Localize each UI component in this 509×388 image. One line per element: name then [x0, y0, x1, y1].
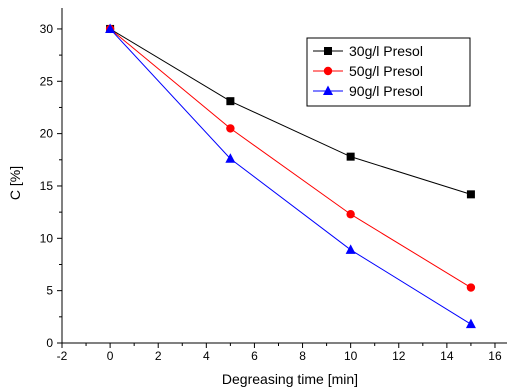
x-tick-label: 6 — [251, 349, 258, 363]
legend: 30g/l Presol 50g/l Presol 90g/l Presol — [306, 37, 471, 107]
y-tick-label: 0 — [46, 336, 53, 350]
data-point — [225, 153, 236, 163]
y-axis: 0 5 10 15 20 25 30 — [40, 22, 62, 350]
series-layer — [105, 23, 476, 329]
y-tick-label: 30 — [40, 22, 54, 36]
y-axis-title: C [%] — [7, 166, 23, 200]
data-point — [466, 190, 475, 199]
series-3 — [105, 23, 476, 329]
data-point — [226, 124, 235, 133]
y-tick-label: 15 — [40, 179, 54, 193]
x-tick-label: -2 — [57, 349, 68, 363]
legend-item: 30g/l Presol — [313, 43, 423, 59]
x-tick-label: 0 — [107, 349, 114, 363]
y-tick-label: 5 — [46, 284, 53, 298]
legend-label: 30g/l Presol — [349, 43, 423, 59]
data-point — [466, 283, 476, 292]
data-point — [465, 318, 476, 329]
legend-marker — [324, 47, 332, 55]
x-axis-title: Degreasing time [min] — [222, 371, 358, 387]
series-line — [109, 28, 472, 325]
data-point — [346, 210, 355, 219]
x-tick-label: 4 — [203, 349, 210, 363]
data-point — [345, 244, 356, 254]
x-tick-label: 12 — [392, 349, 406, 363]
x-tick-label: 16 — [488, 349, 502, 363]
series-line — [109, 28, 472, 288]
legend-marker — [323, 66, 333, 76]
x-axis: -2 0 2 4 6 8 10 12 14 16 — [57, 343, 502, 363]
legend-label: 90g/l Presol — [349, 83, 423, 99]
x-tick-label: 10 — [344, 349, 358, 363]
x-tick-label: 14 — [440, 349, 454, 363]
y-tick-label: 25 — [40, 74, 54, 88]
legend-item: 50g/l Presol — [313, 63, 423, 79]
data-point — [105, 23, 116, 33]
legend-item: 90g/l Presol — [313, 83, 423, 99]
plot-frame — [61, 8, 507, 344]
legend-box — [306, 37, 471, 107]
data-point — [346, 152, 355, 161]
x-tick-label: 8 — [299, 349, 306, 363]
data-point — [226, 97, 235, 106]
legend-label: 50g/l Presol — [349, 63, 423, 79]
y-tick-label: 20 — [40, 127, 54, 141]
legend-marker — [323, 85, 333, 95]
x-tick-label: 2 — [155, 349, 162, 363]
y-tick-label: 10 — [40, 231, 54, 245]
series-line — [109, 28, 472, 195]
